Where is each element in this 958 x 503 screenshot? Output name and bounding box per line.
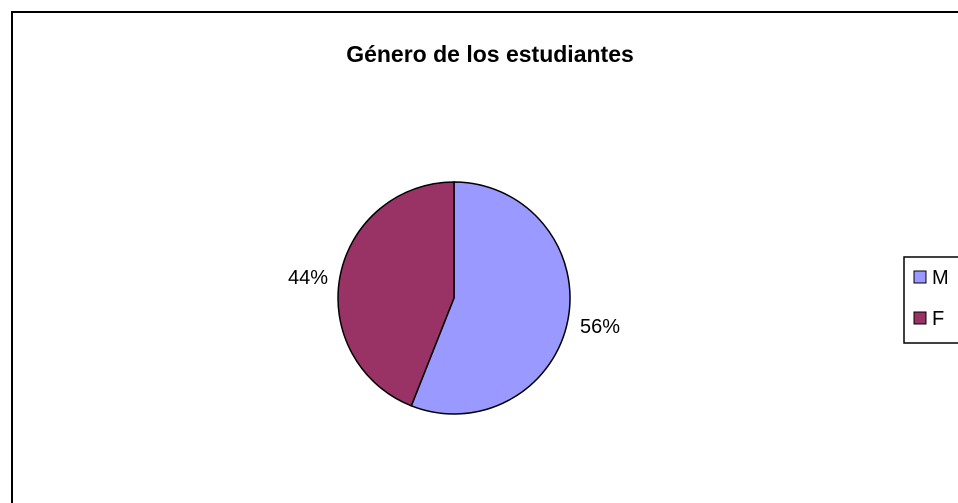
legend: MF <box>903 256 958 344</box>
data-label-f: 44% <box>288 267 328 289</box>
pie-slice-f <box>337 181 455 407</box>
data-labels: 56% 44% <box>288 267 620 338</box>
legend-swatch-m <box>913 270 927 284</box>
data-label-m: 56% <box>580 316 620 338</box>
legend-label-f: F <box>932 308 944 330</box>
pie-slice-m <box>410 181 571 415</box>
legend-swatch-f <box>913 311 927 325</box>
legend-label-m: M <box>932 267 949 289</box>
chart-title: Género de los estudiantes <box>346 41 634 67</box>
pie-slices <box>337 181 571 415</box>
legend-box <box>903 256 958 344</box>
